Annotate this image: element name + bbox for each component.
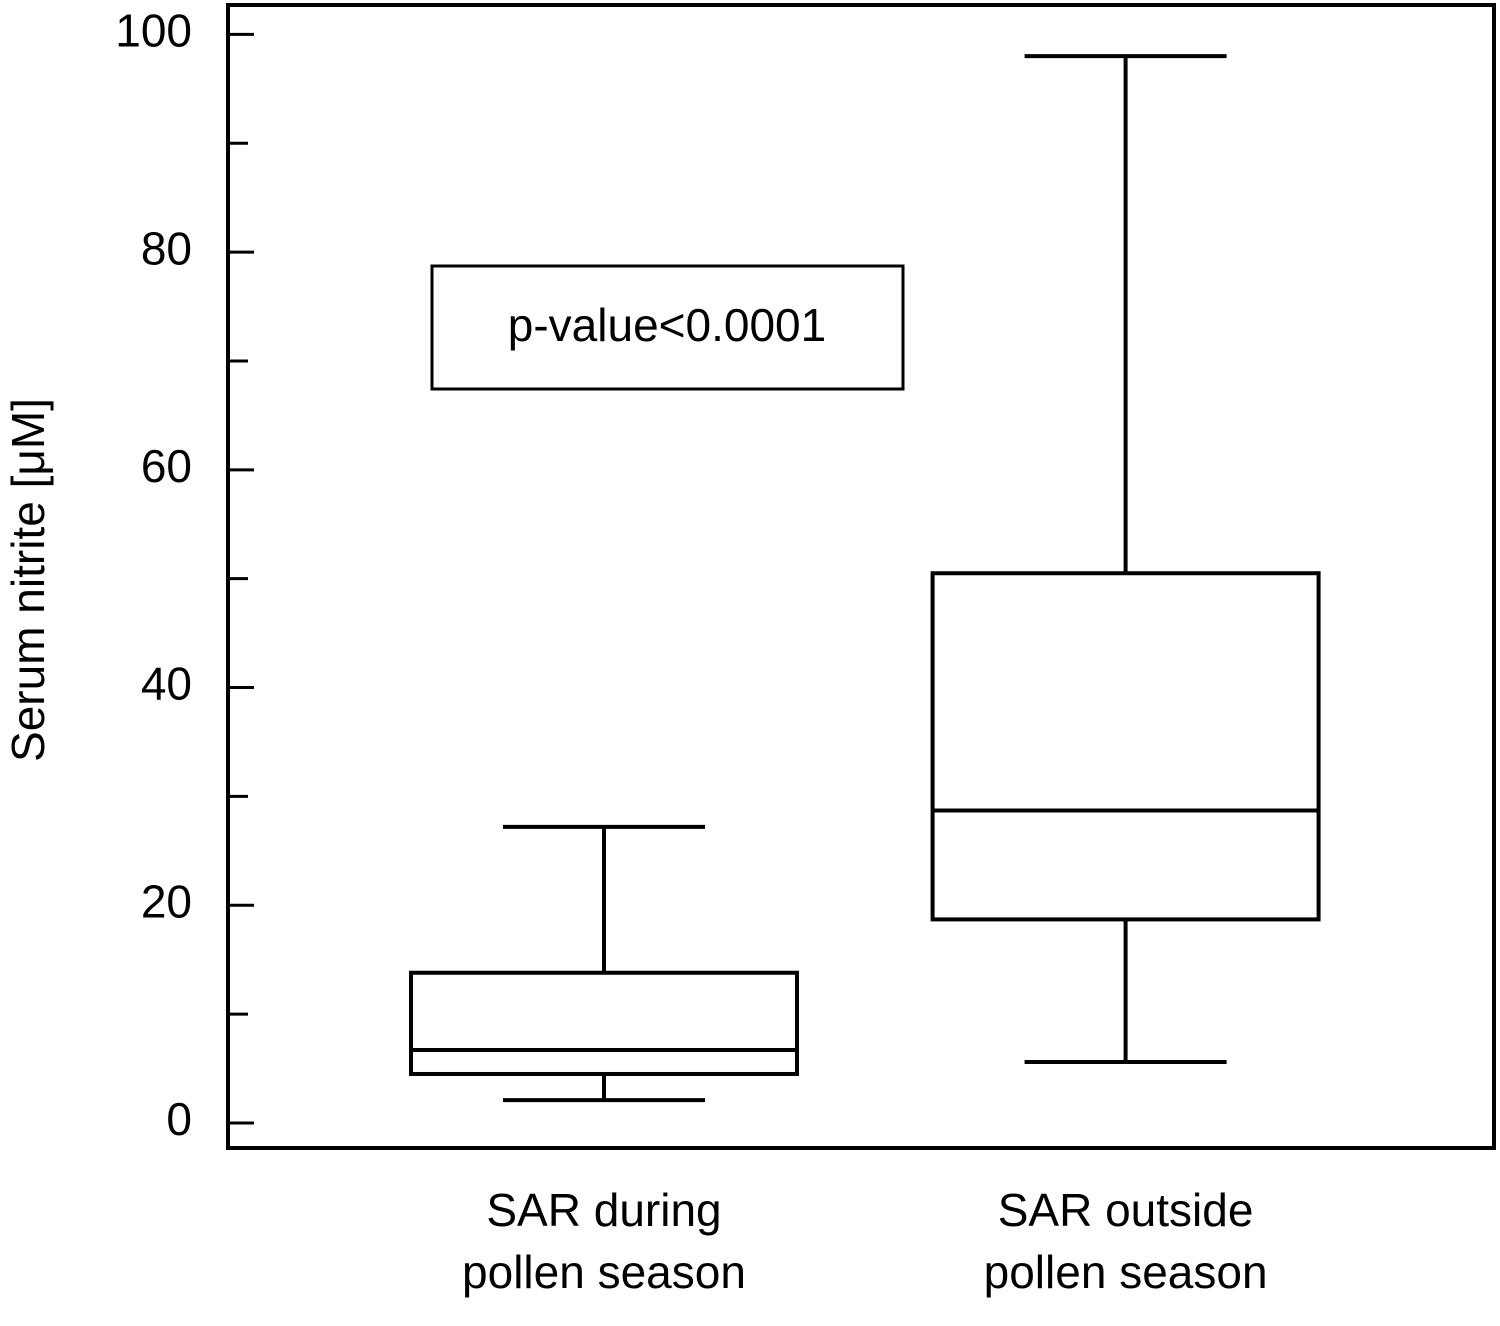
annotation-box (430, 264, 905, 391)
y-tick-label: 40 (141, 658, 192, 710)
x-tick-label: SAR during (486, 1184, 721, 1236)
x-tick-label: pollen season (462, 1246, 746, 1298)
annotation: p-value<0.0001 (508, 299, 826, 351)
y-tick-label: 0 (166, 1093, 192, 1145)
y-tick-label: 80 (141, 222, 192, 274)
x-tick-label: SAR outside (998, 1184, 1254, 1236)
y-axis-label: Serum nitrite [μM] (2, 398, 54, 762)
y-tick-label: 100 (115, 5, 192, 57)
plot-frame (226, 3, 1496, 1150)
box (930, 571, 1321, 922)
y-tick-label: 20 (141, 875, 192, 927)
y-tick-label: 60 (141, 440, 192, 492)
x-tick-label: pollen season (984, 1246, 1268, 1298)
box (409, 970, 800, 1076)
